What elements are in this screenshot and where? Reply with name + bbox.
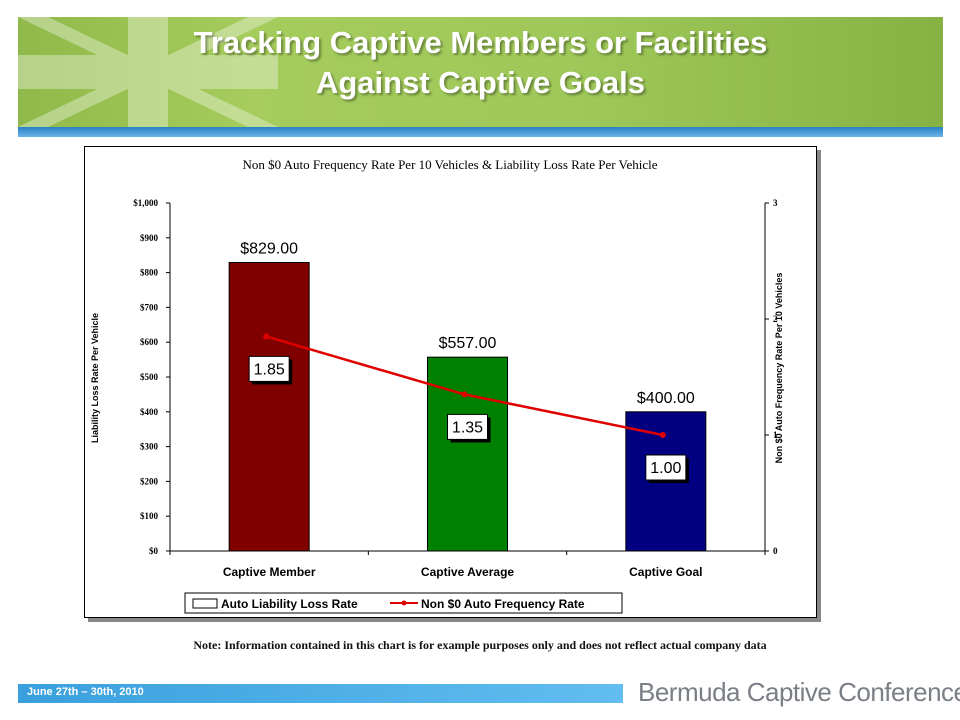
bar [228,262,310,552]
y2-tick-label: 1 [773,430,778,440]
chart-legend: Auto Liability Loss Rate Non $0 Auto Fre… [184,592,623,614]
chart-title: Non $0 Auto Frequency Rate Per 10 Vehicl… [242,157,657,172]
y-tick-label: $200 [140,476,159,486]
y-tick-label: $900 [140,233,159,243]
y-tick-label: $300 [140,442,159,452]
y-tick-label: $1,000 [133,198,158,208]
line-value-label: 1.85 [254,361,285,378]
y-tick-label: $400 [140,407,159,417]
page-title: Tracking Captive Members or Facilities A… [18,23,943,103]
line-value-label: 1.00 [650,460,681,477]
y2-axis-title: Non $0 Auto Frequency Rate Per 10 Vehicl… [774,273,784,464]
footer-bar [18,684,623,703]
y-tick-label: $800 [140,268,159,278]
x-tick-label: Captive Average [421,565,514,579]
header-banner: Tracking Captive Members or Facilities A… [18,17,943,127]
footer-date: June 27th – 30th, 2010 [27,686,144,698]
y-tick-label: $0 [149,546,159,556]
legend-bar-swatch [192,598,218,609]
header-stripe [18,127,943,137]
bar-value-label: $557.00 [439,335,497,352]
y-tick-label: $700 [140,302,159,312]
title-line-1: Tracking Captive Members or Facilities [193,25,768,60]
y-tick-label: $600 [140,337,159,347]
brand-logo-text: Bermuda Captive Conference [638,677,960,707]
line-label-box [645,454,687,481]
line-point [263,333,270,340]
y2-tick-label: 2 [773,314,778,324]
line-label-box [447,413,488,440]
chart-axes: $0 $100 $200 $300 $400 $500 $600 $700 $800 $900 $1… [133,198,778,579]
bar-value-label: $400.00 [637,390,695,407]
y2-tick-label: 3 [773,198,778,208]
line-series [263,333,666,438]
line-value-label: 1.35 [452,419,483,436]
x-tick-label: Captive Goal [629,565,702,579]
union-jack-graphic [18,17,278,127]
line-label-box [248,355,290,382]
bar-series [228,262,707,552]
data-labels: $829.00 $557.00 $400.00 1.85 1.35 1.00 [240,241,695,483]
y-axis-title: Liability Loss Rate Per Vehicle [90,313,100,443]
y-tick-label: $500 [140,372,159,382]
chart: Non $0 Auto Frequency Rate Per 10 Vehicl… [90,157,784,614]
y2-tick-label: 0 [773,546,778,556]
disclaimer-note: Note: Information contained in this char… [193,638,767,652]
legend-bar-label: Auto Liability Loss Rate [221,597,358,611]
line-point [461,391,468,398]
legend-line-label: Non $0 Auto Frequency Rate [421,597,585,611]
bar [427,356,508,552]
x-tick-label: Captive Member [223,565,316,579]
chart-frame: Non $0 Auto Frequency Rate Per 10 Vehicl… [84,146,817,618]
line-point [659,432,666,438]
bar-value-label: $829.00 [240,241,298,258]
title-line-2: Against Captive Goals [315,65,646,100]
y-tick-label: $100 [140,511,159,521]
legend-line-marker [401,600,407,606]
